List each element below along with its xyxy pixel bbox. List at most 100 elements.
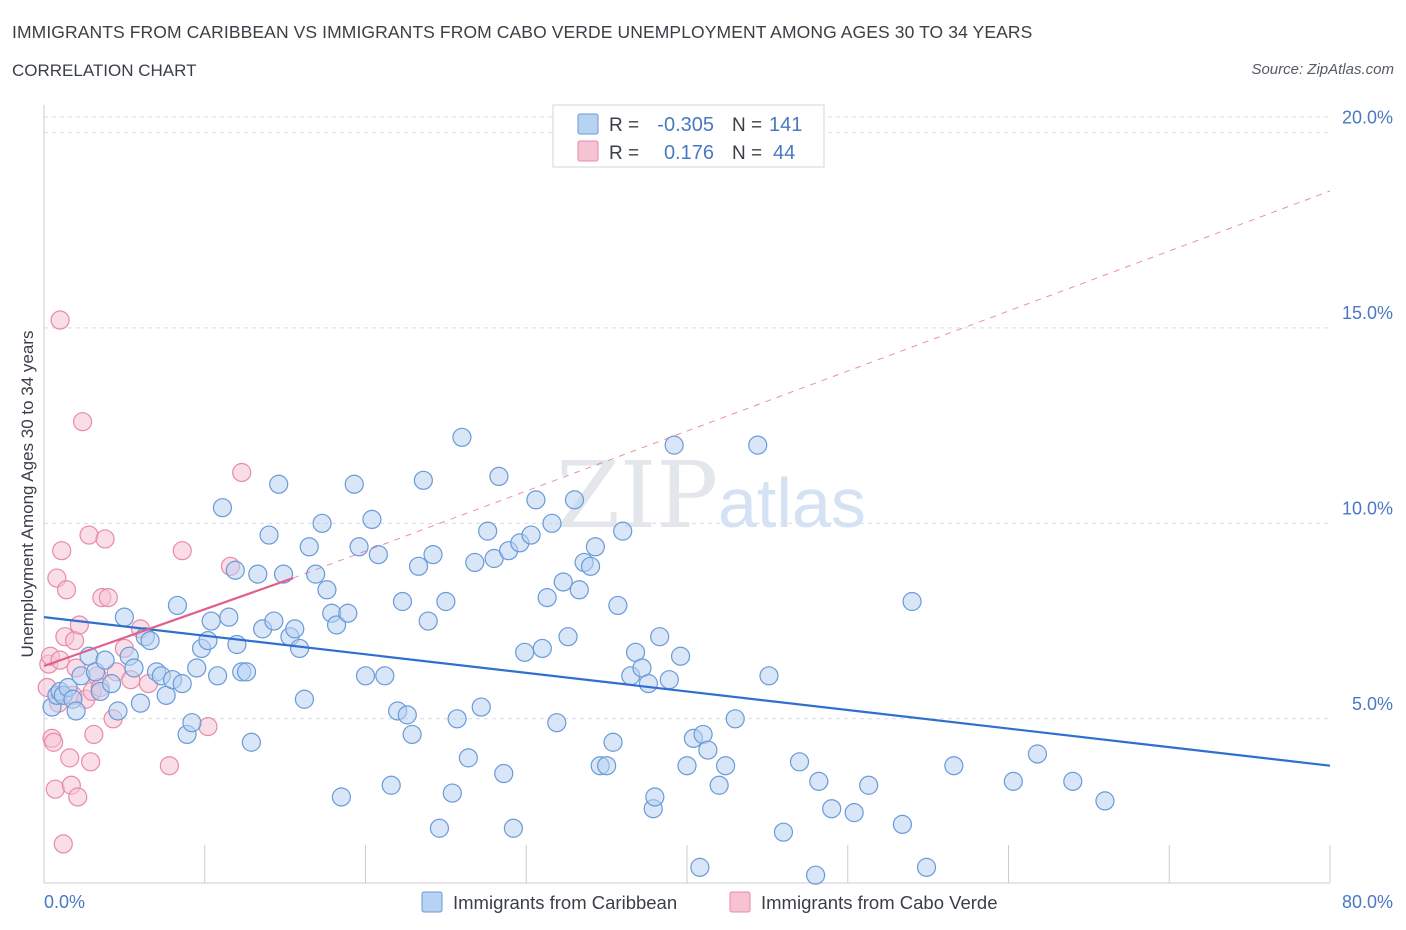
- caribbean-point-12: [101, 674, 122, 694]
- caribbean-point-78: [458, 748, 478, 768]
- caribbean-point-113: [650, 627, 670, 647]
- caribbean-point-115: [664, 435, 684, 455]
- caribbean-point-66: [392, 591, 413, 612]
- legend-n-value-cabo-verde: 44: [773, 142, 795, 164]
- caribbean-point-131: [822, 799, 842, 819]
- caribbean-point-42: [259, 525, 279, 545]
- caribbean-point-98: [569, 580, 589, 600]
- chart-title: IMMIGRANTS FROM CARIBBEAN VS IMMIGRANTS …: [12, 22, 1033, 42]
- caribbean-point-60: [355, 666, 376, 686]
- legend-n-value-caribbean: 141: [769, 114, 802, 136]
- caribbean-point-89: [521, 525, 541, 545]
- caribbean-point-40: [248, 564, 268, 584]
- caribbean-point-133: [859, 775, 879, 795]
- caribbean-point-106: [613, 521, 633, 541]
- cabo-verde-point-21: [72, 412, 93, 432]
- cabo-verde-point-14: [60, 748, 80, 768]
- cabo-verde-point-11: [53, 834, 73, 854]
- caribbean-point-34: [219, 607, 239, 627]
- cabo-verde-point-9: [50, 310, 70, 330]
- series-cabo-verde-points: [37, 310, 252, 854]
- caribbean-point-31: [201, 611, 221, 631]
- cabo-verde-point-23: [79, 525, 99, 545]
- caribbean-point-130: [809, 771, 829, 791]
- legend-swatch-caribbean: [577, 113, 599, 135]
- cabo-verde-point-39: [172, 541, 192, 561]
- caribbean-point-125: [748, 435, 768, 455]
- caribbean-point-126: [759, 666, 779, 686]
- caribbean-point-74: [436, 591, 456, 612]
- caribbean-point-24: [167, 595, 188, 616]
- caribbean-point-100: [580, 556, 601, 576]
- caribbean-point-19: [140, 631, 160, 651]
- caribbean-point-56: [331, 787, 351, 807]
- cabo-verde-point-40: [198, 717, 218, 737]
- caribbean-point-135: [902, 591, 922, 612]
- legend-r-value-caribbean: -0.305: [657, 114, 714, 136]
- caribbean-point-58: [344, 474, 364, 494]
- caribbean-point-86: [503, 818, 523, 838]
- caribbean-point-112: [645, 787, 665, 807]
- caribbean-point-17: [130, 693, 151, 713]
- caribbean-point-127: [773, 822, 794, 842]
- caribbean-point-96: [558, 627, 578, 647]
- caribbean-point-77: [452, 427, 472, 447]
- trend-lines: [43, 190, 1331, 767]
- caribbean-point-141: [1095, 791, 1115, 811]
- caribbean-point-63: [375, 666, 395, 686]
- legend-box: R = -0.305 N = 141 R = 0.176 N = 44: [552, 104, 825, 168]
- y-axis-title: Unemployment Among Ages 30 to 34 years: [18, 331, 37, 658]
- caribbean-point-122: [709, 775, 729, 795]
- caribbean-point-11: [95, 650, 115, 670]
- caribbean-point-67: [397, 705, 417, 725]
- caribbean-point-61: [362, 509, 382, 530]
- y-axis-tick-labels: 5.0% 10.0% 15.0% 20.0%: [1342, 107, 1393, 713]
- caribbean-point-128: [789, 752, 810, 772]
- trend-line-caribbean: [43, 616, 1331, 767]
- caribbean-point-76: [447, 709, 467, 729]
- caribbean-point-73: [429, 818, 450, 838]
- caribbean-point-38: [236, 662, 257, 682]
- cabo-verde-point-30: [95, 529, 115, 549]
- caribbean-point-28: [187, 658, 207, 678]
- cabo-verde-point-26: [84, 724, 104, 745]
- caribbean-point-119: [690, 857, 710, 877]
- caribbean-point-94: [547, 713, 567, 733]
- chart-subtitle: CORRELATION CHART: [12, 61, 197, 80]
- bottom-legend-label-cabo-verde: Immigrants from Cabo Verde: [761, 892, 997, 913]
- cabo-verde-point-13: [56, 580, 77, 600]
- cabo-verde-point-19: [68, 787, 88, 807]
- legend-n-label-caribbean: N =: [732, 115, 762, 136]
- caribbean-point-59: [349, 537, 369, 557]
- caribbean-point-75: [442, 783, 462, 803]
- caribbean-point-52: [312, 513, 332, 533]
- caribbean-point-84: [494, 763, 514, 784]
- caribbean-point-90: [526, 490, 546, 510]
- legend-r-label-cabo-verde: R =: [609, 143, 639, 164]
- caribbean-point-123: [715, 756, 736, 776]
- cabo-verde-point-4: [44, 732, 64, 752]
- trend-line-cabo-verde-extension: [292, 190, 1331, 579]
- caribbean-point-139: [1027, 744, 1048, 764]
- caribbean-point-105: [608, 595, 628, 616]
- caribbean-point-39: [241, 732, 261, 752]
- gridlines: [44, 116, 1330, 720]
- caribbean-point-103: [597, 756, 617, 776]
- legend-n-label-cabo-verde: N =: [732, 143, 762, 164]
- x-tick-label-max: 80.0%: [1342, 892, 1393, 912]
- caribbean-point-124: [725, 709, 745, 729]
- caribbean-point-83: [489, 466, 509, 487]
- caribbean-point-80: [471, 697, 491, 717]
- legend-r-value-cabo-verde: 0.176: [664, 142, 714, 164]
- caribbean-point-47: [285, 619, 305, 639]
- caribbean-point-6: [66, 701, 86, 721]
- caribbean-point-50: [299, 537, 319, 557]
- caribbean-point-117: [677, 756, 697, 776]
- caribbean-point-43: [264, 611, 284, 631]
- caribbean-point-136: [916, 857, 937, 877]
- bottom-legend: Immigrants from Caribbean Immigrants fro…: [421, 891, 997, 913]
- caribbean-point-27: [182, 713, 202, 733]
- bottom-legend-swatch-cabo-verde: [729, 891, 751, 913]
- caribbean-point-88: [515, 642, 535, 662]
- caribbean-point-81: [478, 521, 498, 541]
